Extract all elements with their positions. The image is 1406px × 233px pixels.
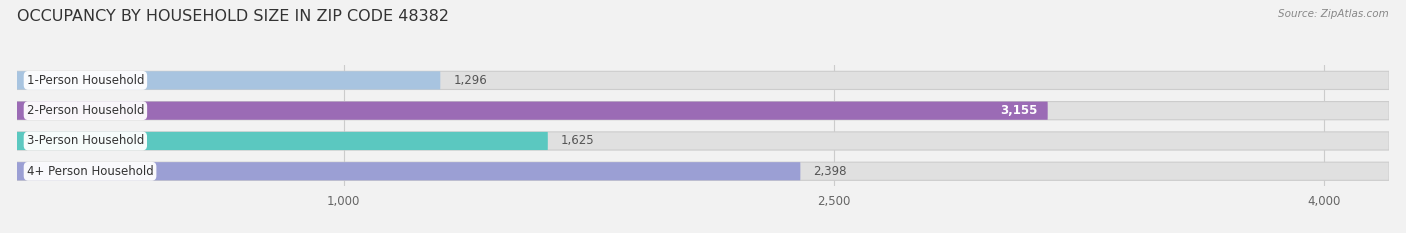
FancyBboxPatch shape xyxy=(17,162,1389,180)
Text: 3-Person Household: 3-Person Household xyxy=(27,134,143,147)
Text: 1,296: 1,296 xyxy=(453,74,486,87)
FancyBboxPatch shape xyxy=(17,71,440,89)
Text: OCCUPANCY BY HOUSEHOLD SIZE IN ZIP CODE 48382: OCCUPANCY BY HOUSEHOLD SIZE IN ZIP CODE … xyxy=(17,9,449,24)
FancyBboxPatch shape xyxy=(17,71,1389,89)
FancyBboxPatch shape xyxy=(17,162,800,180)
FancyBboxPatch shape xyxy=(17,132,1389,150)
Text: 1-Person Household: 1-Person Household xyxy=(27,74,145,87)
Text: 2-Person Household: 2-Person Household xyxy=(27,104,145,117)
Text: 1,625: 1,625 xyxy=(561,134,595,147)
Text: 3,155: 3,155 xyxy=(1001,104,1038,117)
FancyBboxPatch shape xyxy=(17,102,1389,120)
FancyBboxPatch shape xyxy=(17,102,1047,120)
Text: Source: ZipAtlas.com: Source: ZipAtlas.com xyxy=(1278,9,1389,19)
Text: 2,398: 2,398 xyxy=(814,165,846,178)
Text: 4+ Person Household: 4+ Person Household xyxy=(27,165,153,178)
FancyBboxPatch shape xyxy=(17,132,548,150)
